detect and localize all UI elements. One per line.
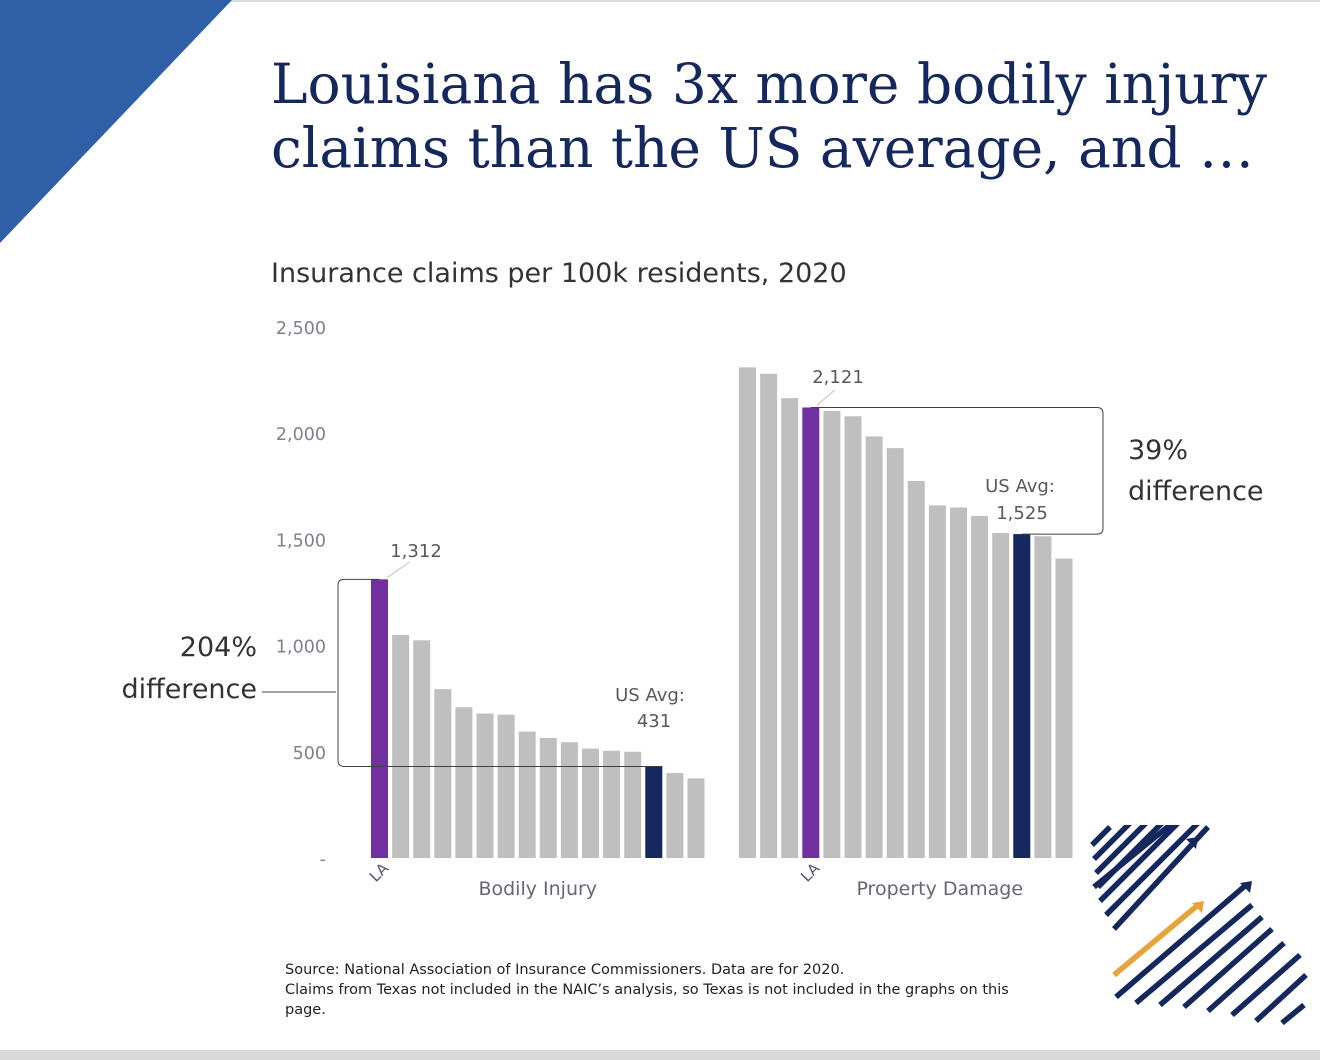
- logo-stripe: [1090, 825, 1112, 847]
- logo-stripe: [1094, 825, 1148, 875]
- la-value-leader: [387, 561, 410, 578]
- bottom-bar: [0, 1050, 1320, 1060]
- logo-stripes: [1090, 825, 1308, 1025]
- logo-stripe: [1092, 825, 1175, 890]
- bar: [560, 742, 578, 858]
- bar: [1034, 536, 1052, 858]
- y-tick-label: 2,500: [276, 319, 326, 339]
- logo-stripe: [1114, 882, 1248, 1000]
- difference-text: difference: [121, 674, 257, 705]
- bar-us-avg: [645, 766, 663, 858]
- bar: [865, 436, 883, 858]
- bar-la: [371, 579, 388, 858]
- chart-subtitle: Insurance claims per 100k residents, 202…: [271, 258, 847, 289]
- bar: [539, 737, 557, 858]
- bar: [907, 480, 925, 858]
- bar: [687, 778, 705, 858]
- logo-stripe: [1182, 926, 1274, 1010]
- la-value-label: 2,121: [812, 367, 864, 388]
- source-note-line-1: Source: National Association of Insuranc…: [285, 962, 845, 978]
- la-value-label: 1,312: [390, 541, 442, 562]
- logo-orange-arrow: [1112, 902, 1200, 978]
- bar: [497, 714, 515, 858]
- us-avg-value-label: 431: [637, 711, 671, 732]
- y-tick-label: 1,500: [276, 531, 326, 551]
- bar: [1055, 558, 1073, 858]
- y-tick-label: 500: [293, 744, 326, 764]
- source-note-line-2: Claims from Texas not included in the NA…: [285, 982, 1009, 1018]
- la-tick-label: LA: [366, 859, 393, 886]
- slide-title: Louisiana has 3x more bodily injury clai…: [271, 52, 1301, 180]
- logo-stripe: [1206, 940, 1286, 1014]
- difference-percent: 39%: [1128, 435, 1188, 466]
- us-avg-label: US Avg:: [615, 685, 685, 706]
- bar: [518, 731, 536, 858]
- bar: [392, 634, 410, 858]
- y-tick-label: -: [320, 850, 326, 870]
- bar: [886, 448, 904, 858]
- logo-stripe: [1254, 972, 1308, 1024]
- logo-arrow-head: [1186, 837, 1198, 849]
- bar: [950, 507, 967, 858]
- x-axis-label: Bodily Injury: [478, 878, 597, 900]
- slide-title-line-1: Louisiana has 3x more bodily injury: [271, 52, 1268, 116]
- logo-arrow-head: [1240, 881, 1252, 893]
- y-tick-label: 2,000: [276, 425, 326, 445]
- us-avg-label: US Avg:: [985, 476, 1055, 497]
- corner-accent-triangle: [0, 0, 232, 243]
- logo-stripe: [1158, 914, 1264, 1008]
- bar: [624, 751, 642, 858]
- x-axis-label: Property Damage: [856, 878, 1023, 900]
- logo-stripe: [1098, 825, 1180, 903]
- logo-stripe: [1092, 825, 1132, 861]
- logo-stripe: [1230, 952, 1302, 1018]
- la-tick-label: LA: [797, 859, 824, 886]
- bar: [666, 773, 684, 858]
- la-value-leader: [816, 389, 836, 406]
- bar: [603, 750, 621, 858]
- bar: [844, 416, 862, 858]
- logo-stripe: [1280, 1002, 1306, 1025]
- logo-stripe: [1104, 825, 1200, 917]
- stripes-arrow-logo: [1090, 825, 1308, 1025]
- slide-title-line-2: claims than the US average, and …: [271, 116, 1255, 180]
- bar: [476, 713, 494, 858]
- bar: [413, 640, 431, 858]
- bar: [455, 707, 473, 858]
- difference-bracket: [337, 578, 663, 767]
- difference-percent: 204%: [180, 632, 257, 663]
- bar: [823, 410, 841, 858]
- bar: [928, 505, 946, 858]
- us-avg-value-label: 1,525: [996, 503, 1048, 524]
- logo-orange-arrow-head: [1192, 901, 1204, 913]
- bar: [992, 533, 1010, 858]
- bar: [971, 516, 989, 858]
- difference-text: difference: [1128, 476, 1264, 507]
- source-note: Source: National Association of Insuranc…: [285, 960, 1045, 1020]
- bar: [781, 398, 799, 858]
- bar-us-avg: [1013, 534, 1031, 858]
- bar: [434, 689, 452, 858]
- bar: [582, 748, 599, 858]
- bar: [760, 373, 778, 858]
- y-tick-label: 1,000: [276, 638, 326, 658]
- bar-la: [802, 407, 820, 858]
- logo-stripe: [1134, 902, 1254, 1006]
- bar: [739, 367, 756, 858]
- difference-bracket: [810, 407, 1104, 535]
- top-border: [0, 0, 1320, 2]
